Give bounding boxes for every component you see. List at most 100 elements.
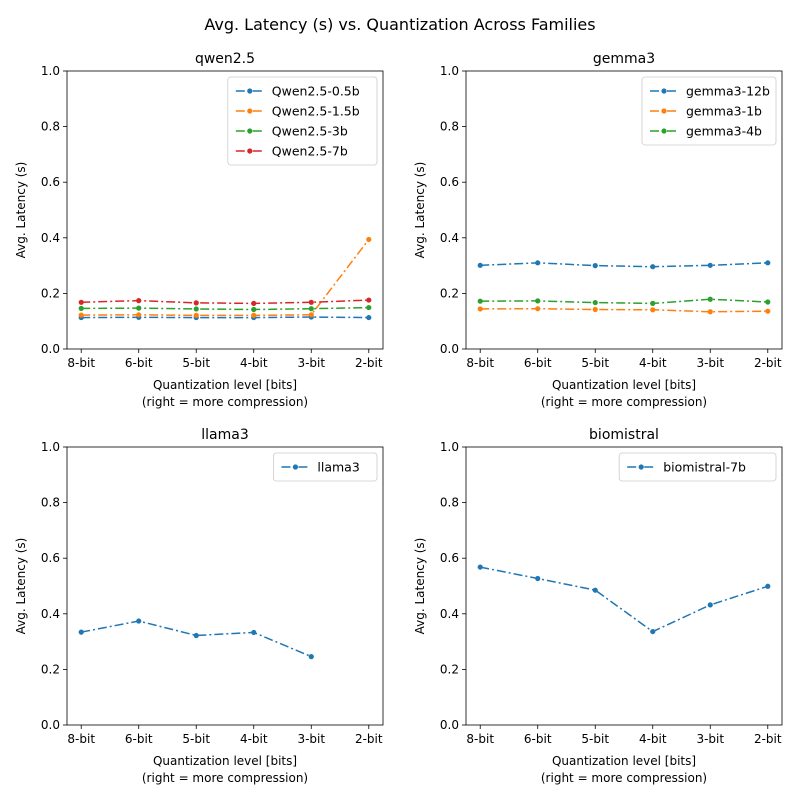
legend-label: Qwen2.5-1.5b (272, 104, 360, 119)
y-axis-label: Avg. Latency (s) (14, 162, 28, 259)
x-tick-label: 8-bit (67, 732, 95, 746)
data-point (366, 236, 372, 243)
legend: biomistral-7b (618, 452, 777, 482)
legend-box (227, 76, 378, 166)
x-tick-label: 8-bit (67, 356, 95, 370)
data-point (592, 306, 598, 313)
data-point (707, 296, 713, 302)
x-axis-label: Quantization level [bits] (552, 754, 696, 768)
series-0 (477, 564, 771, 635)
data-point (78, 312, 84, 318)
data-point (251, 312, 257, 318)
axes-frame (66, 446, 384, 726)
legend-swatch-marker (292, 464, 298, 470)
legend-swatch-marker (247, 148, 253, 154)
x-tick-label: 8-bit (466, 356, 494, 370)
data-point (366, 304, 372, 311)
series-0 (477, 260, 771, 270)
data-point (650, 307, 656, 313)
x-tick-label: 3-bit (696, 732, 724, 746)
x-tick-label: 6-bit (524, 732, 552, 746)
data-point (78, 299, 84, 305)
series-1 (477, 306, 771, 315)
data-point (366, 314, 372, 321)
legend-label: Qwen2.5-0.5b (272, 84, 360, 99)
subplot-2: llama3 0.0 0.2 0.4 0.6 0.8 1.0 8-bit 6-bit 5-bit 4… (14, 427, 384, 785)
data-point (535, 306, 541, 312)
x-axis-sublabel: (right = more compression) (142, 771, 308, 785)
data-point (78, 629, 84, 635)
data-point (193, 312, 199, 318)
legend-label: llama3 (317, 460, 359, 475)
y-tick-label: 0.4 (440, 607, 459, 621)
x-tick-label: 2-bit (355, 732, 383, 746)
y-tick-label: 0.4 (41, 231, 60, 245)
data-point (308, 306, 314, 312)
x-tick-label: 2-bit (355, 356, 383, 370)
x-tick-label: 4-bit (639, 356, 667, 370)
subplot-1: gemma3 0.0 0.2 0.4 0.6 0.8 1.0 8-bit 6-bit 5-bit 4… (413, 51, 783, 409)
legend-swatch-marker (247, 128, 253, 134)
y-tick-label: 0.0 (41, 342, 60, 356)
y-tick-label: 0.8 (41, 120, 60, 134)
legend-box (641, 76, 777, 146)
series-line (480, 262, 768, 268)
data-point (477, 298, 483, 304)
data-point (592, 299, 598, 306)
data-point (308, 312, 314, 318)
series-line (480, 307, 768, 313)
y-tick-label: 0.0 (41, 718, 60, 732)
legend-swatch-marker (247, 88, 253, 94)
data-point (592, 587, 598, 593)
x-axis-label: Quantization level [bits] (153, 378, 297, 392)
legend-box (618, 452, 777, 482)
x-axis-label: Quantization level [bits] (153, 754, 297, 768)
data-point (193, 306, 199, 312)
data-point (765, 260, 771, 266)
subplot-title: qwen2.5 (195, 51, 255, 67)
data-point (707, 602, 713, 608)
y-tick-label: 1.0 (41, 440, 60, 454)
x-axis-sublabel: (right = more compression) (142, 395, 308, 409)
data-point (136, 618, 142, 624)
data-point (308, 654, 314, 660)
legend-label: gemma3-1b (686, 104, 762, 119)
x-tick-label: 2-bit (754, 356, 782, 370)
y-tick-label: 0.4 (440, 231, 459, 245)
y-tick-label: 0.4 (41, 607, 60, 621)
data-point (136, 305, 142, 311)
data-point (650, 628, 656, 635)
legend-swatch-marker (247, 108, 253, 114)
y-tick-label: 1.0 (440, 440, 459, 454)
data-point (78, 305, 84, 312)
data-point (251, 629, 257, 636)
x-tick-label: 4-bit (240, 732, 268, 746)
legend-label: biomistral-7b (663, 460, 746, 475)
data-point (251, 300, 257, 307)
y-tick-label: 1.0 (41, 64, 60, 78)
series-line (480, 298, 768, 305)
y-tick-label: 0.2 (440, 286, 459, 300)
series-line (81, 620, 312, 658)
y-tick-label: 1.0 (440, 64, 459, 78)
y-axis-label: Avg. Latency (s) (413, 162, 427, 259)
data-point (592, 263, 598, 269)
data-point (707, 309, 713, 315)
data-point (366, 297, 372, 303)
data-point (765, 308, 771, 314)
y-tick-label: 0.8 (440, 496, 459, 510)
data-point (136, 298, 142, 304)
legend-swatch-marker (661, 128, 667, 134)
legend-box (272, 452, 378, 482)
series-0 (78, 618, 314, 660)
legend-label: gemma3-4b (686, 124, 762, 139)
data-point (193, 300, 199, 306)
series-2 (78, 304, 372, 313)
subplot-0: qwen2.5 0.0 0.2 0.4 0.6 0.8 1.0 8-bit 6-bit 5-bit… (14, 51, 384, 409)
series-line (480, 566, 769, 633)
x-tick-label: 5-bit (581, 732, 609, 746)
legend: Qwen2.5-0.5b Qwen2.5-1.5b Qwen2.5-3b Qwen2.… (227, 76, 378, 166)
data-point (477, 262, 483, 268)
axes-frame (66, 70, 384, 350)
axes-frame (465, 446, 783, 726)
